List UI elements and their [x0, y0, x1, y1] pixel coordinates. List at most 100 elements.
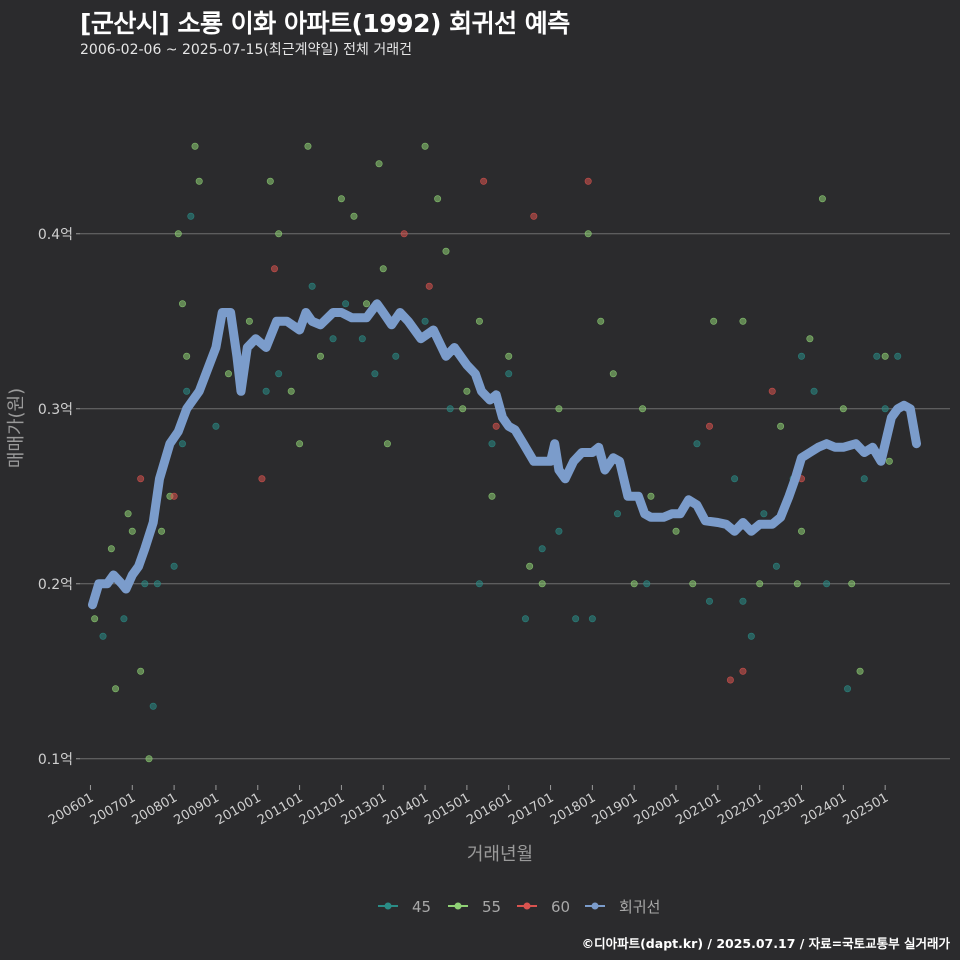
point-type-45 — [731, 475, 739, 483]
legend-swatch-dot — [454, 902, 462, 910]
x-tick-label: 201601 — [464, 790, 514, 828]
point-type-55 — [689, 580, 697, 588]
point-type-55 — [818, 195, 826, 203]
point-type-55 — [224, 370, 232, 378]
point-type-55 — [793, 580, 801, 588]
point-type-55 — [191, 142, 199, 150]
point-type-45 — [739, 597, 747, 605]
legend-label: 55 — [482, 898, 501, 916]
point-type-55 — [555, 405, 563, 413]
point-type-55 — [609, 370, 617, 378]
y-tick-label: 0.4억 — [38, 227, 73, 243]
point-type-55 — [839, 405, 847, 413]
x-tick-label: 201501 — [422, 790, 472, 828]
point-type-55 — [538, 580, 546, 588]
x-tick-label: 200901 — [171, 790, 221, 828]
point-type-55 — [885, 457, 893, 465]
point-type-55 — [463, 387, 471, 395]
point-type-55 — [183, 352, 191, 360]
scatter-points — [91, 142, 902, 763]
x-tick-label: 202101 — [673, 790, 723, 828]
point-type-55 — [304, 142, 312, 150]
source-credit: ©디아파트(dapt.kr) / 2025.07.17 / 자료=국토교통부 실… — [581, 936, 950, 951]
point-type-60 — [400, 230, 408, 238]
point-type-55 — [526, 562, 534, 570]
point-type-55 — [296, 440, 304, 448]
point-type-55 — [806, 335, 814, 343]
x-tick-label: 202401 — [799, 790, 849, 828]
point-type-45 — [446, 405, 454, 413]
legend-item-회귀선: 회귀선 — [585, 898, 660, 916]
point-type-45 — [693, 440, 701, 448]
point-type-55 — [442, 247, 450, 255]
point-type-55 — [584, 230, 592, 238]
point-type-55 — [137, 667, 145, 675]
x-axis-title: 거래년월 — [467, 844, 533, 865]
point-type-60 — [480, 177, 488, 185]
point-type-55 — [383, 440, 391, 448]
point-type-55 — [597, 317, 605, 325]
point-type-45 — [881, 405, 889, 413]
point-type-55 — [379, 265, 387, 273]
point-type-45 — [141, 580, 149, 588]
regression-path — [88, 299, 921, 610]
point-type-45 — [705, 597, 713, 605]
point-type-55 — [672, 527, 680, 535]
point-type-60 — [137, 475, 145, 483]
x-tick-label: 201201 — [297, 790, 347, 828]
point-type-55 — [798, 527, 806, 535]
point-type-45 — [747, 632, 755, 640]
point-type-60 — [170, 492, 178, 500]
point-type-60 — [270, 265, 278, 273]
point-type-45 — [475, 580, 483, 588]
point-type-45 — [760, 510, 768, 518]
point-type-45 — [772, 562, 780, 570]
y-tick-label: 0.3억 — [38, 402, 73, 418]
point-type-55 — [459, 405, 467, 413]
y-axis-ticks: 0.1억 0.2억 0.3억 0.4억 — [38, 227, 80, 768]
point-type-55 — [505, 352, 513, 360]
regression-line — [88, 299, 921, 610]
point-type-45 — [170, 562, 178, 570]
point-type-45 — [873, 352, 881, 360]
legend-swatch-dot — [523, 902, 531, 910]
point-type-45 — [860, 475, 868, 483]
chart-subtitle: 2006-02-06 ~ 2025-07-15(최근계약일) 전체 거래건 — [80, 42, 412, 58]
gridlines — [80, 233, 950, 760]
point-type-45 — [588, 615, 596, 623]
point-type-45 — [212, 422, 220, 430]
point-type-55 — [107, 545, 115, 553]
y-tick-label: 0.2억 — [38, 577, 73, 593]
point-type-45 — [488, 440, 496, 448]
point-type-55 — [124, 510, 132, 518]
point-type-45 — [342, 300, 350, 308]
point-type-45 — [178, 440, 186, 448]
point-type-45 — [329, 335, 337, 343]
point-type-60 — [768, 387, 776, 395]
point-type-55 — [710, 317, 718, 325]
point-type-45 — [358, 335, 366, 343]
point-type-45 — [538, 545, 546, 553]
point-type-45 — [643, 580, 651, 588]
point-type-55 — [350, 212, 358, 220]
point-type-55 — [881, 352, 889, 360]
x-tick-label: 201901 — [590, 790, 640, 828]
point-type-60 — [739, 667, 747, 675]
point-type-55 — [145, 755, 153, 763]
point-type-55 — [195, 177, 203, 185]
point-type-60 — [726, 676, 734, 684]
x-tick-label: 201001 — [213, 790, 263, 828]
point-type-55 — [856, 667, 864, 675]
legend: 45 55 60 회귀선 — [378, 898, 660, 916]
point-type-55 — [375, 160, 383, 168]
point-type-55 — [739, 317, 747, 325]
point-type-45 — [613, 510, 621, 518]
point-type-60 — [530, 212, 538, 220]
point-type-55 — [434, 195, 442, 203]
point-type-45 — [392, 352, 400, 360]
legend-label: 60 — [551, 898, 570, 916]
legend-swatch-dot — [591, 902, 599, 910]
legend-item-60: 60 — [517, 898, 570, 916]
point-type-60 — [258, 475, 266, 483]
